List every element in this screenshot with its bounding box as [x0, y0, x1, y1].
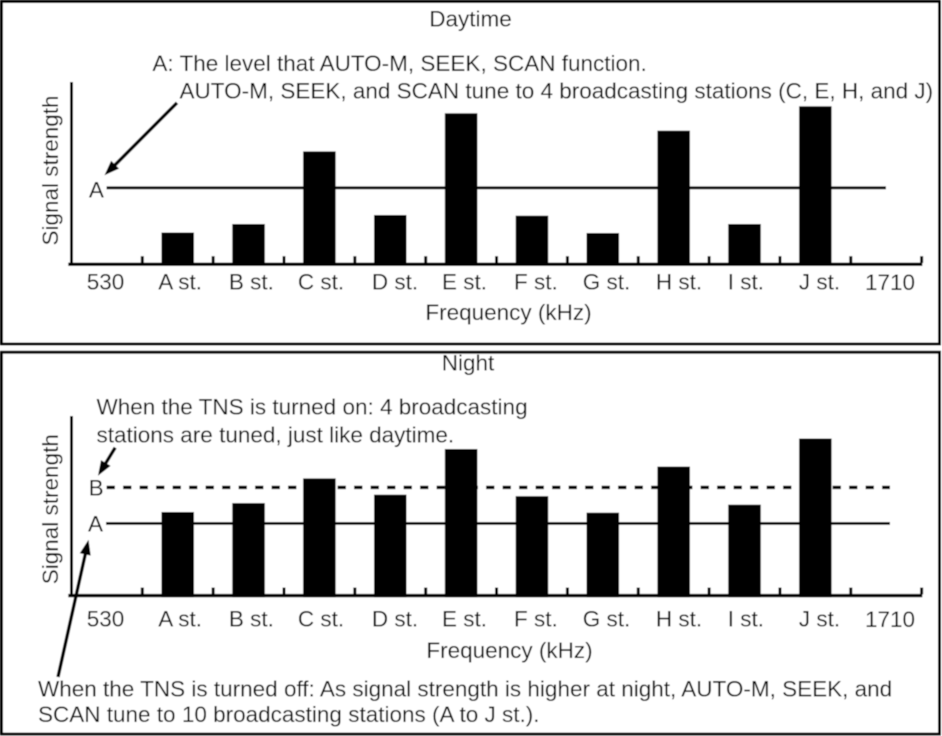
svg-text:A: A: [89, 178, 104, 203]
svg-text:Daytime: Daytime: [429, 7, 512, 32]
svg-text:I st.: I st.: [728, 607, 764, 632]
svg-text:Signal strength: Signal strength: [38, 434, 63, 584]
svg-text:B: B: [89, 475, 104, 500]
svg-text:J st.: J st.: [799, 607, 840, 632]
svg-text:1710: 1710: [865, 270, 915, 295]
svg-text:H st.: H st.: [656, 270, 702, 295]
svg-text:A: The level that AUTO-M, SEEK: A: The level that AUTO-M, SEEK, SCAN fun…: [152, 51, 646, 76]
svg-text:D st.: D st.: [372, 270, 418, 295]
svg-text:Signal strength: Signal strength: [38, 95, 63, 245]
svg-text:Frequency (kHz): Frequency (kHz): [425, 300, 591, 325]
svg-text:F st.: F st.: [514, 607, 558, 632]
svg-text:H st.: H st.: [656, 607, 702, 632]
svg-text:I st.: I st.: [728, 270, 764, 295]
svg-text:stations are tuned, just like: stations are tuned, just like daytime.: [97, 423, 455, 448]
svg-text:Night: Night: [442, 351, 495, 376]
svg-text:B st.: B st.: [229, 607, 274, 632]
svg-text:AUTO-M, SEEK, and SCAN tune to: AUTO-M, SEEK, and SCAN tune to 4 broadca…: [180, 78, 934, 103]
svg-text:F st.: F st.: [514, 270, 558, 295]
svg-text:SCAN tune to 10 broadcasting s: SCAN tune to 10 broadcasting stations (A…: [38, 702, 540, 727]
svg-text:G st.: G st.: [583, 270, 631, 295]
svg-text:J st.: J st.: [799, 270, 840, 295]
svg-text:When the TNS is turned on: 4 b: When the TNS is turned on: 4 broadcastin…: [97, 395, 528, 420]
svg-text:A st.: A st.: [158, 607, 202, 632]
svg-text:A st.: A st.: [158, 270, 202, 295]
svg-text:D st.: D st.: [372, 607, 418, 632]
svg-text:E st.: E st.: [442, 607, 487, 632]
svg-text:When the TNS is turned off: As: When the TNS is turned off: As signal st…: [38, 677, 892, 702]
svg-text:B st.: B st.: [229, 270, 274, 295]
svg-text:G st.: G st.: [583, 607, 631, 632]
svg-text:530: 530: [87, 270, 125, 295]
svg-text:Frequency (kHz): Frequency (kHz): [426, 638, 592, 663]
svg-text:C st.: C st.: [298, 270, 344, 295]
svg-text:1710: 1710: [865, 607, 915, 632]
svg-text:E st.: E st.: [442, 270, 487, 295]
svg-text:C st.: C st.: [298, 607, 344, 632]
svg-text:A: A: [88, 512, 103, 537]
svg-text:530: 530: [87, 607, 125, 632]
